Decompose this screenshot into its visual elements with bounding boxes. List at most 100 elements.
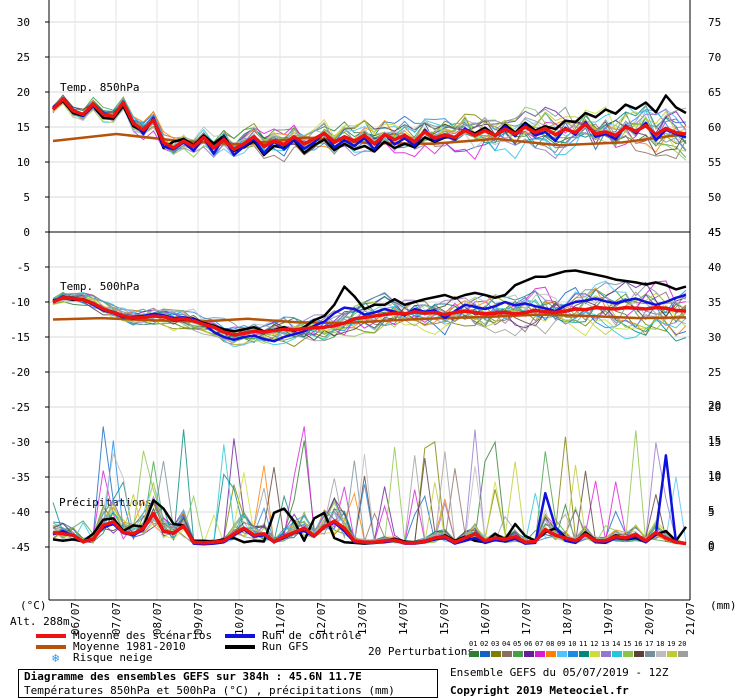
perturbation-swatch: [557, 651, 567, 657]
legend-gfs-swatch: [225, 645, 255, 649]
right-unit-label: (mm): [710, 599, 737, 612]
x-tick-label: 18/07: [561, 602, 574, 635]
y-right-tick-label-precip: 15: [708, 434, 721, 447]
x-tick-label: 20/07: [643, 602, 656, 635]
x-tick-label: 14/07: [397, 602, 410, 635]
legend-snow-label: Risque neige: [73, 651, 153, 664]
x-tick-label: 07/07: [110, 602, 123, 635]
y-tick-label-850: 25: [17, 51, 30, 64]
perturbation-number: 07: [535, 640, 544, 648]
perturbation-swatch: [469, 651, 479, 657]
x-tick-label: 09/07: [192, 602, 205, 635]
ensemble-run-label: Ensemble GEFS du 05/07/2019 - 12Z: [450, 666, 669, 679]
perturbation-number: 13: [601, 640, 610, 648]
perturbations-label: 20 Perturbations: [368, 645, 474, 658]
y-right-tick-label-850: 45: [708, 226, 721, 239]
y-tick-label-850: 5: [23, 191, 30, 204]
altitude-label: Alt. 288m: [10, 615, 70, 628]
y-right-tick-label-500: 0: [708, 541, 715, 554]
y-right-tick-label-500: 25: [708, 366, 721, 379]
y-tick-label-500: -30: [10, 436, 30, 449]
y-right-tick-label-500: 40: [708, 261, 721, 274]
perturbation-number: 15: [623, 640, 632, 648]
perturbation-swatch: [546, 651, 556, 657]
copyright-label: Copyright 2019 Meteociel.fr: [450, 684, 629, 697]
series-mean-500: [52, 296, 687, 337]
perturbation-swatch: [678, 651, 688, 657]
perturbation-swatch: [601, 651, 611, 657]
y-right-tick-label-500: 15: [708, 436, 721, 449]
perturbation-swatch: [535, 651, 545, 657]
y-right-tick-label-850: 60: [708, 121, 721, 134]
x-tick-label: 17/07: [520, 602, 533, 635]
y-tick-label-850: 30: [17, 16, 30, 29]
perturbation-number: 18: [656, 640, 665, 648]
y-tick-label-850: 0: [23, 226, 30, 239]
y-tick-label-500: -40: [10, 506, 30, 519]
perturbation-number: 17: [645, 640, 654, 648]
perturbation-number: 06: [524, 640, 533, 648]
perturbation-swatch: [502, 651, 512, 657]
chart-info-box: [18, 669, 438, 698]
perturbation-swatch: [612, 651, 622, 657]
perturbation-swatch: [513, 651, 523, 657]
perturbation-number: 20: [678, 640, 687, 648]
perturbation-number: 19: [667, 640, 676, 648]
y-right-tick-label-precip: 5: [708, 504, 715, 517]
perturbation-swatch: [524, 651, 534, 657]
series-climo-500: [52, 313, 687, 325]
perturbation-line-500: [52, 290, 687, 342]
perturbation-swatch: [667, 651, 677, 657]
x-tick-label: 12/07: [315, 602, 328, 635]
perturbation-number: 08: [546, 640, 555, 648]
legend-gfs-label: Run GFS: [262, 640, 309, 653]
y-right-tick-label-500: 10: [708, 471, 721, 484]
perturbation-line-850: [52, 96, 687, 153]
y-right-tick-label-500: 20: [708, 401, 721, 414]
y-tick-label-500: -45: [10, 541, 30, 554]
y-right-tick-label-precip: 20: [708, 399, 721, 412]
perturbation-number: 09: [557, 640, 566, 648]
panel-title-500: Temp. 500hPa: [60, 280, 139, 293]
perturbation-line-500: [52, 293, 687, 333]
y-tick-label-500: -20: [10, 366, 30, 379]
x-tick-label: 16/07: [479, 602, 492, 635]
x-tick-label: 10/07: [233, 602, 246, 635]
x-tick-label: 21/07: [684, 602, 697, 635]
perturbation-swatch: [634, 651, 644, 657]
y-right-tick-label-500: 35: [708, 296, 721, 309]
perturbation-number: 01: [469, 640, 478, 648]
perturbation-number: 12: [590, 640, 599, 648]
series-mean-precip: [52, 511, 687, 546]
perturbation-line-500: [52, 280, 687, 341]
panel-title-850: Temp. 850hPa: [60, 81, 139, 94]
x-tick-label: 19/07: [602, 602, 615, 635]
y-tick-label-500: -5: [17, 261, 30, 274]
y-right-tick-label-850: 65: [708, 86, 721, 99]
perturbation-swatch: [568, 651, 578, 657]
y-right-tick-label-850: 50: [708, 191, 721, 204]
perturbation-number: 04: [502, 640, 511, 648]
y-right-tick-label-precip: 0: [708, 539, 715, 552]
legend-climo-swatch: [36, 645, 66, 649]
perturbation-number: 14: [612, 640, 621, 648]
x-tick-label: 06/07: [69, 602, 82, 635]
chart-subtitle: Températures 850hPa et 500hPa (°C) , pré…: [24, 684, 395, 697]
perturbation-swatch: [579, 651, 589, 657]
perturbation-swatch: [656, 651, 666, 657]
perturbation-swatch: [623, 651, 633, 657]
x-tick-label: 11/07: [274, 602, 287, 635]
perturbation-number: 11: [579, 640, 588, 648]
perturbation-number: 10: [568, 640, 577, 648]
y-right-tick-label-850: 70: [708, 51, 721, 64]
legend-mean-label: Moyenne des scénarios: [73, 629, 213, 642]
chart-title: Diagramme des ensembles GEFS sur 384h : …: [24, 670, 362, 683]
y-right-tick-label-precip: 10: [708, 469, 721, 482]
legend-control-label: Run de contrôle: [262, 629, 362, 642]
y-tick-label-850: 20: [17, 86, 30, 99]
y-right-tick-label-500: 45: [708, 226, 721, 239]
y-tick-label-500: -35: [10, 471, 30, 484]
y-tick-label-850: 10: [17, 156, 30, 169]
perturbation-number: 05: [513, 640, 522, 648]
